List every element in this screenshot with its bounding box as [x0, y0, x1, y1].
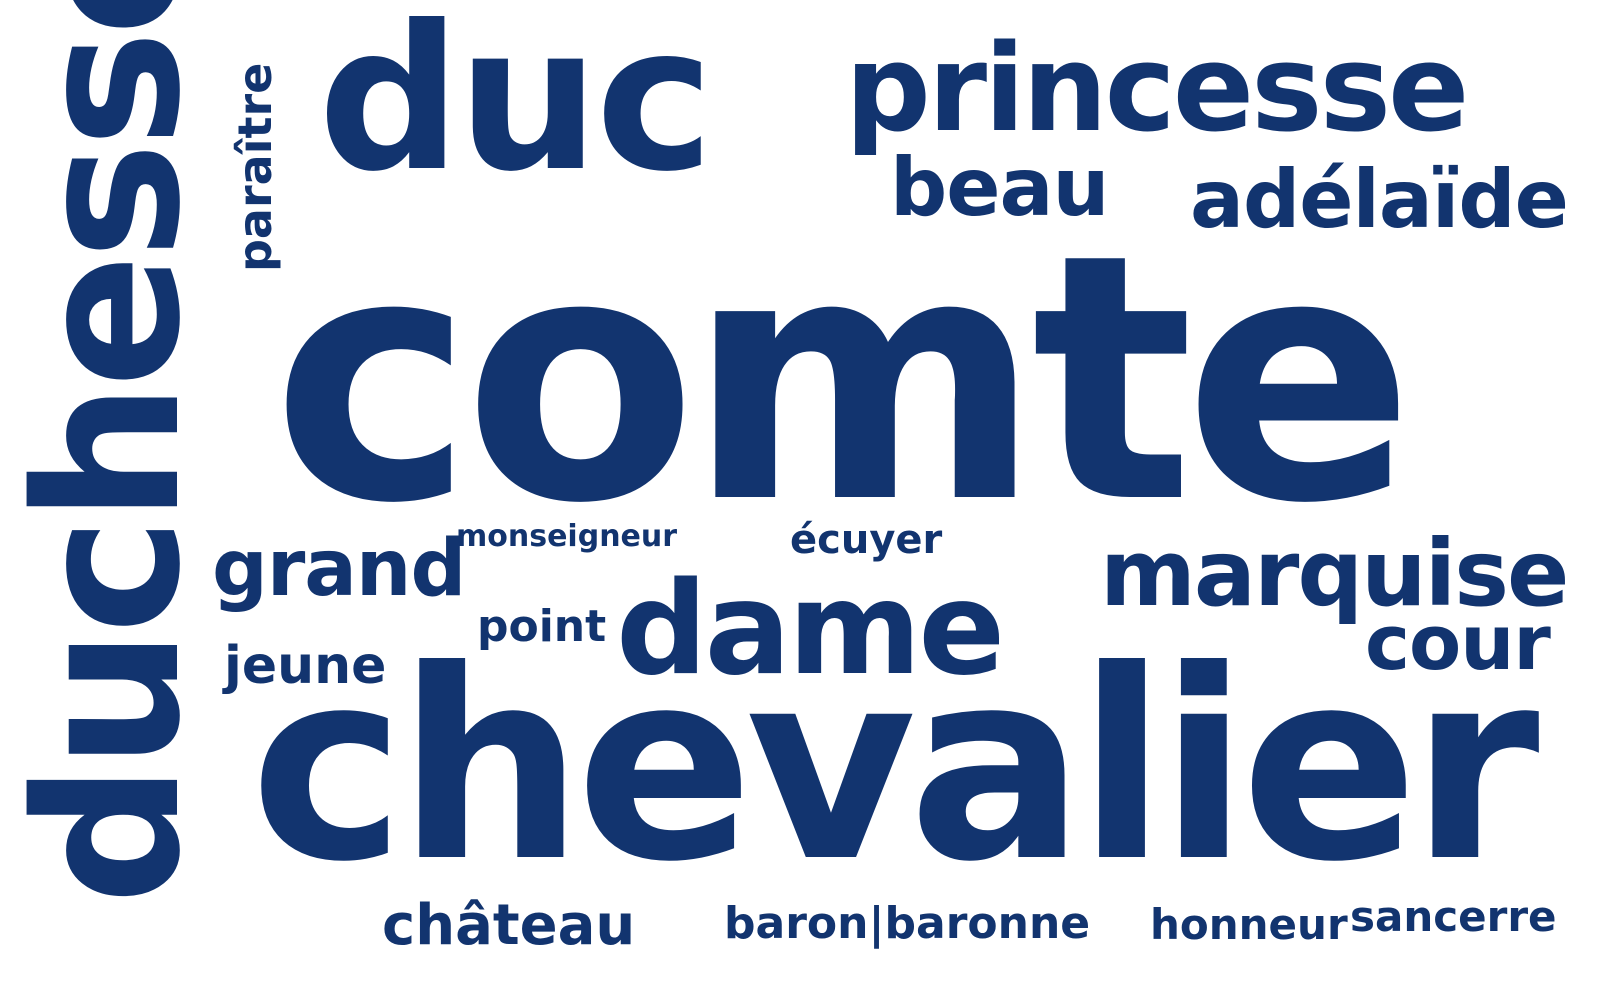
- word-comte: comte: [272, 182, 1415, 578]
- word-point: point: [477, 601, 607, 652]
- word-chateau: château: [382, 893, 636, 958]
- word-monseigneur: monseigneur: [456, 519, 678, 554]
- word-duc: duc: [318, 0, 714, 216]
- word-dame: dame: [616, 555, 1005, 704]
- word-marquise: marquise: [1100, 520, 1569, 627]
- word-adelaide: adélaïde: [1190, 153, 1569, 246]
- word-baron-baronne: baron|baronne: [724, 898, 1091, 949]
- word-chevalier: chevalier: [250, 614, 1540, 919]
- word-cour: cour: [1365, 598, 1551, 687]
- word-duchesse: duchesse: [0, 0, 224, 905]
- word-paraitre: paraître: [228, 62, 282, 272]
- word-honneur: honneur: [1150, 900, 1348, 949]
- word-ecuyer: écuyer: [790, 517, 943, 563]
- word-jeune: jeune: [224, 636, 387, 696]
- word-grand: grand: [212, 524, 466, 614]
- word-sancerre: sancerre: [1350, 892, 1557, 941]
- word-princesse: princesse: [845, 20, 1469, 159]
- word-beau: beau: [890, 141, 1109, 234]
